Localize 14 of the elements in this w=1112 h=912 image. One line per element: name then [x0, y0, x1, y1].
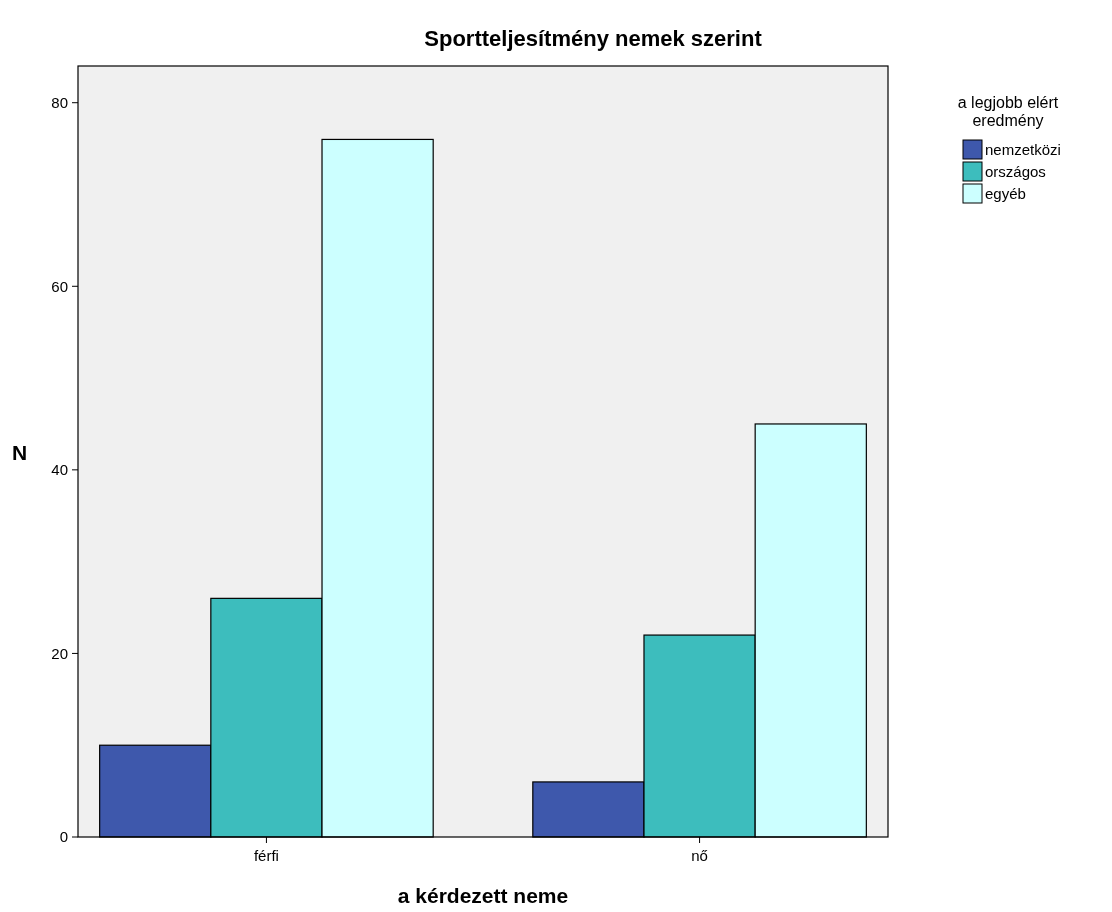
x-axis-title: a kérdezett neme [397, 884, 569, 907]
chart-title: Sportteljesítmény nemek szerint [424, 26, 763, 51]
y-tick-label: 80 [51, 93, 68, 111]
legend-label: országos [985, 163, 1046, 181]
y-tick-label: 20 [51, 644, 68, 662]
y-tick-label: 40 [51, 461, 68, 479]
y-tick-label: 60 [51, 277, 68, 295]
y-tick-label: 0 [59, 828, 68, 846]
y-axis-title: N [12, 440, 28, 464]
legend-label: egyéb [985, 185, 1026, 203]
legend-label: nemzetközi [985, 141, 1061, 159]
legend-title: a legjobb elért eredmény [957, 94, 1059, 130]
x-tick-label: nő [691, 847, 708, 864]
x-tick-label: férfi [253, 847, 279, 864]
